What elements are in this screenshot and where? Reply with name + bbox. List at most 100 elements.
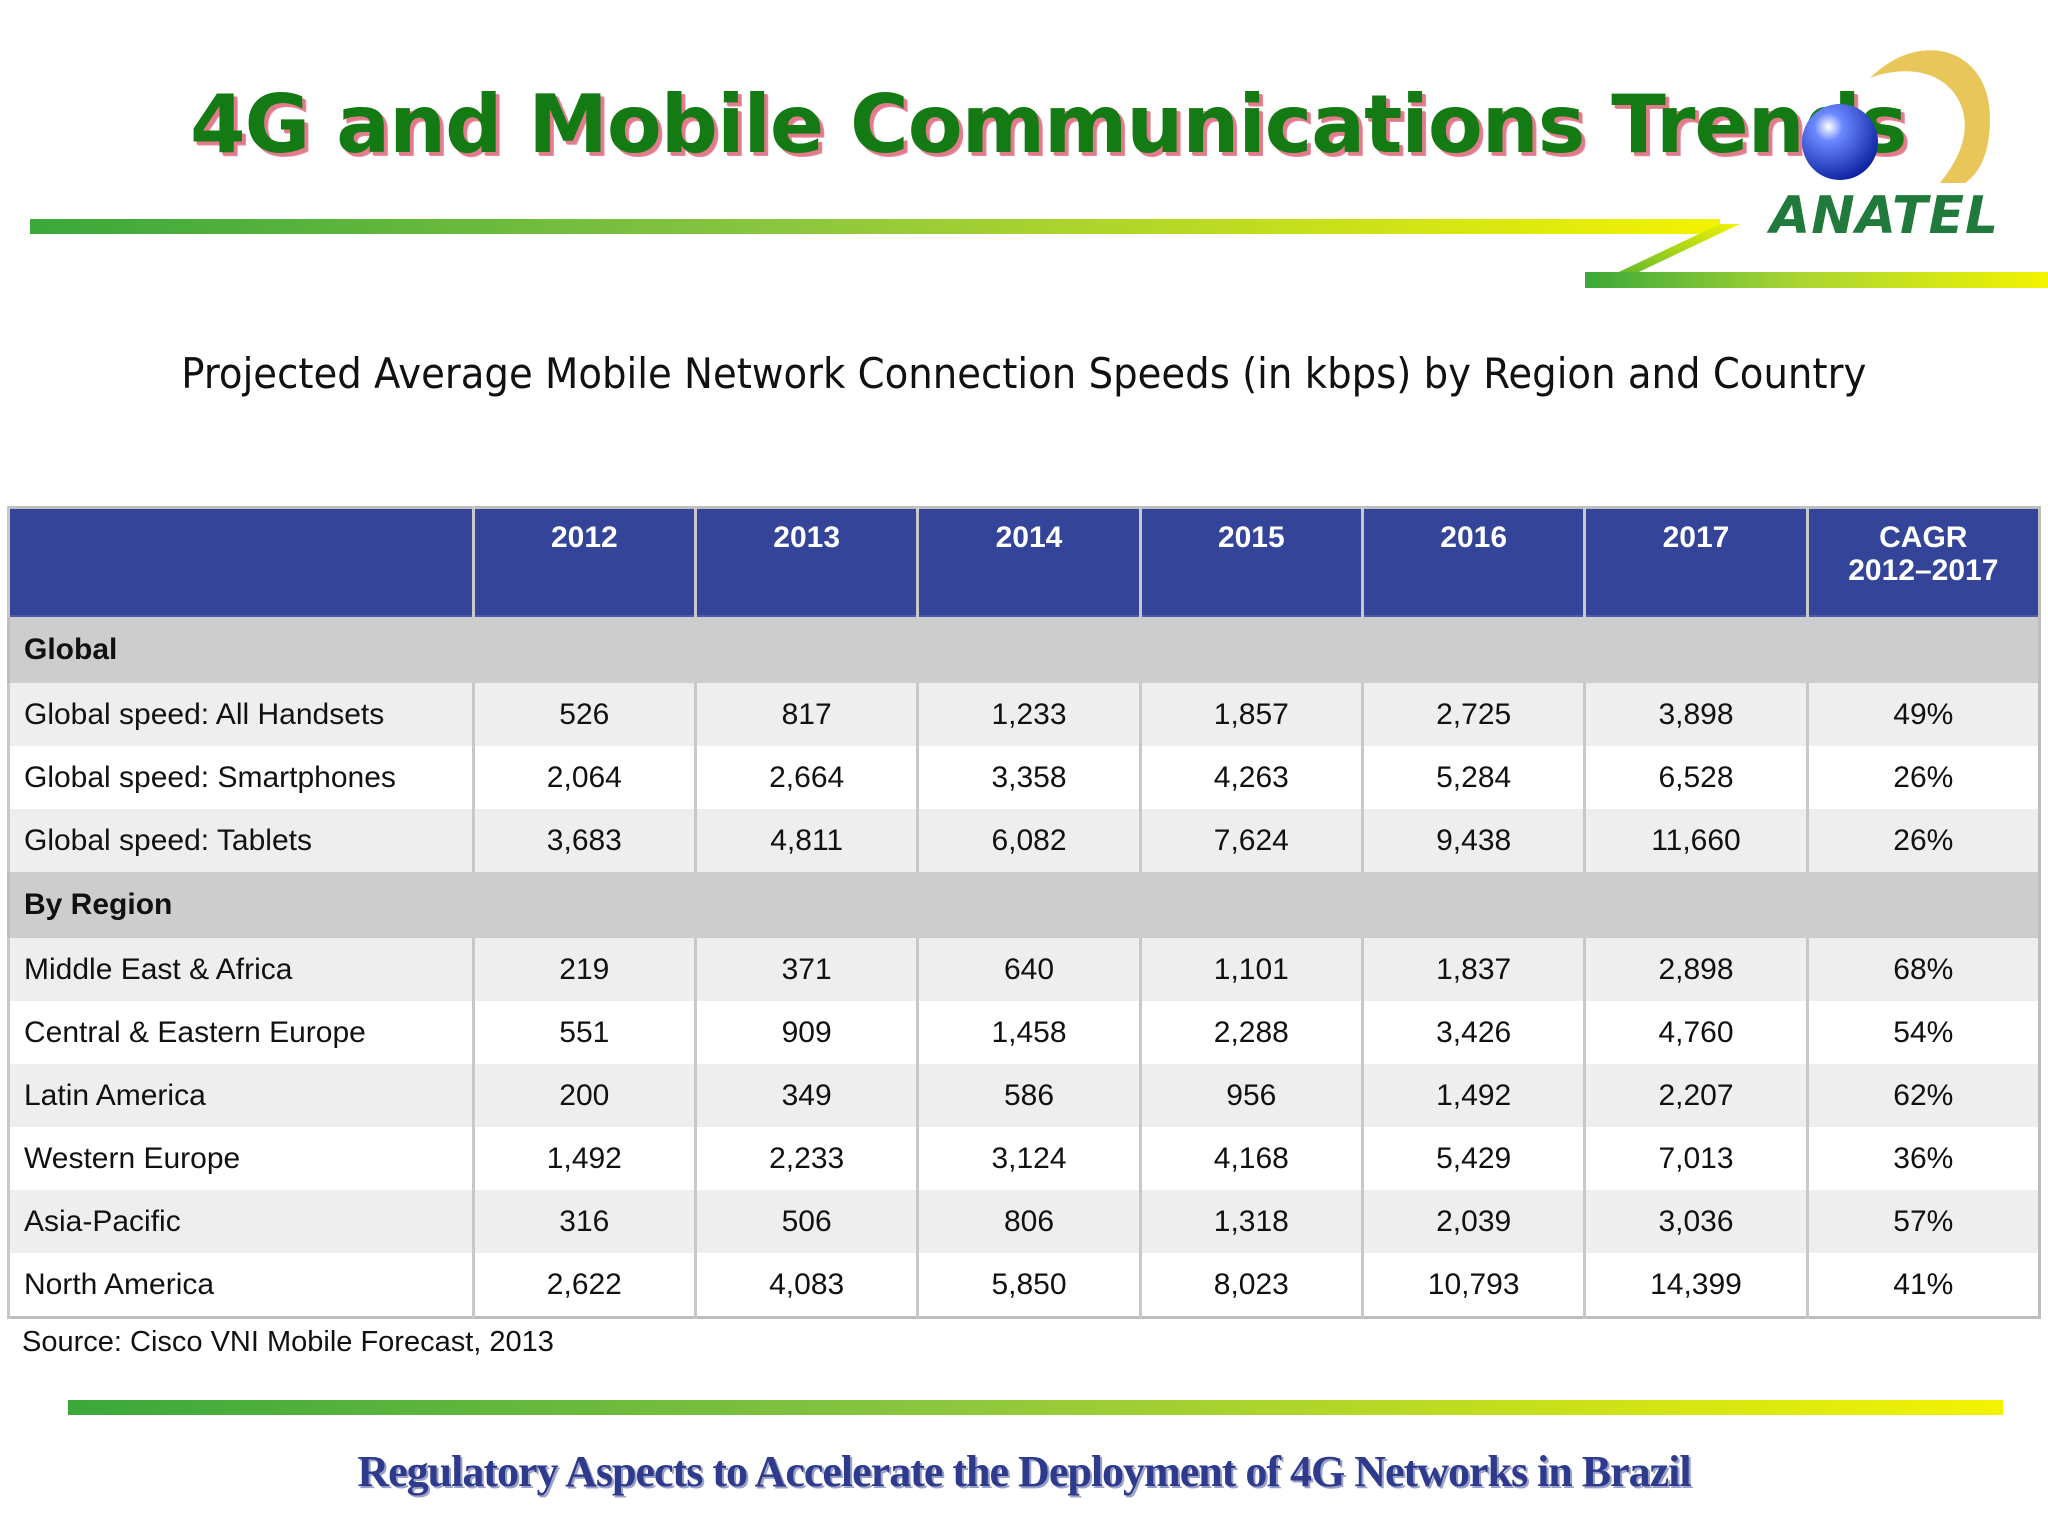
speed-cell: 1,492 — [1360, 1064, 1585, 1127]
header-year-2013: 2013 — [693, 507, 918, 617]
footer-gradient-bar — [68, 1400, 2003, 1415]
speed-cell: 2,622 — [471, 1253, 696, 1318]
row-label: Global speed: Smartphones — [7, 746, 474, 809]
speed-cell: 6,528 — [1583, 746, 1808, 809]
speed-cell: 4,168 — [1138, 1127, 1363, 1190]
speed-cell: 3,124 — [916, 1127, 1141, 1190]
table-row: Asia-Pacific 316 506 806 1,318 2,039 3,036 57% — [7, 1190, 2040, 1253]
speed-cell: 14,399 — [1583, 1253, 1808, 1318]
speed-cell: 1,233 — [916, 683, 1141, 746]
slide-title: 4G and Mobile Communications Trends — [190, 78, 1908, 171]
section-heading: Global — [8, 617, 2040, 683]
table-row: Global speed: Smartphones 2,064 2,664 3,358… — [7, 746, 2040, 809]
header-gradient-bar-right — [1585, 272, 2048, 288]
speed-cell: 4,760 — [1583, 1001, 1808, 1064]
speed-cell: 3,426 — [1360, 1001, 1585, 1064]
speed-cell: 371 — [693, 938, 918, 1001]
logo-wordmark: ANATEL — [1770, 186, 2000, 246]
header-year-2015: 2015 — [1138, 507, 1363, 617]
table-section-row: Global — [8, 617, 2040, 683]
speed-cell: 6,082 — [916, 809, 1141, 872]
speed-cell: 7,624 — [1138, 809, 1363, 872]
speed-cell: 2,288 — [1138, 1001, 1363, 1064]
table-row: Global speed: All Handsets 526 817 1,233 1,8… — [7, 683, 2040, 746]
cagr-cell: 68% — [1805, 938, 2040, 1001]
speed-cell: 1,857 — [1138, 683, 1363, 746]
table-row: Middle East & Africa 219 371 640 1,101 1,837 2… — [7, 938, 2040, 1001]
speed-cell: 2,064 — [471, 746, 696, 809]
header-cagr: CAGR 2012–2017 — [1805, 507, 2040, 617]
speed-cell: 3,036 — [1583, 1190, 1808, 1253]
speed-cell: 1,492 — [471, 1127, 696, 1190]
table-subtitle: Projected Average Mobile Network Connect… — [0, 346, 2048, 402]
row-label: Asia-Pacific — [7, 1190, 474, 1253]
row-label: North America — [7, 1253, 474, 1318]
table-subtitle-text: Projected Average Mobile Network Connect… — [181, 349, 1867, 398]
speed-cell: 640 — [916, 938, 1141, 1001]
speed-cell: 5,284 — [1360, 746, 1585, 809]
speed-cell: 219 — [471, 938, 696, 1001]
speed-cell: 8,023 — [1138, 1253, 1363, 1318]
header-year-2016: 2016 — [1360, 507, 1585, 617]
speed-cell: 1,318 — [1138, 1190, 1363, 1253]
speed-cell: 1,101 — [1138, 938, 1363, 1001]
cagr-cell: 54% — [1805, 1001, 2040, 1064]
speed-cell: 2,898 — [1583, 938, 1808, 1001]
table-row: Global speed: Tablets 3,683 4,811 6,082 7,62… — [7, 809, 2040, 872]
speed-cell: 316 — [471, 1190, 696, 1253]
header-year-2012: 2012 — [471, 507, 696, 617]
anatel-logo-icon — [1802, 50, 1990, 183]
cagr-cell: 26% — [1805, 746, 2040, 809]
footer-title: Regulatory Aspects to Accelerate the Dep… — [357, 1447, 1691, 1496]
speed-cell: 3,683 — [471, 809, 696, 872]
header-cagr-line2: 2012–2017 — [1848, 554, 1999, 587]
speed-cell: 9,438 — [1360, 809, 1585, 872]
table-row: Central & Eastern Europe 551 909 1,458 2,288… — [7, 1001, 2040, 1064]
table-row: North America 2,622 4,083 5,850 8,023 10,793 1… — [7, 1253, 2040, 1318]
cagr-cell: 57% — [1805, 1190, 2040, 1253]
speed-cell: 3,358 — [916, 746, 1141, 809]
speed-cell: 4,811 — [693, 809, 918, 872]
speed-cell: 551 — [471, 1001, 696, 1064]
speed-cell: 11,660 — [1583, 809, 1808, 872]
speed-cell: 5,850 — [916, 1253, 1141, 1318]
speed-cell: 506 — [693, 1190, 918, 1253]
speed-cell: 3,898 — [1583, 683, 1808, 746]
row-label: Western Europe — [7, 1127, 474, 1190]
speed-cell: 200 — [471, 1064, 696, 1127]
speed-cell: 1,458 — [916, 1001, 1141, 1064]
header-gradient-bar — [30, 219, 1720, 234]
cagr-cell: 36% — [1805, 1127, 2040, 1190]
speed-cell: 817 — [693, 683, 918, 746]
speed-cell: 2,725 — [1360, 683, 1585, 746]
speed-cell: 4,083 — [693, 1253, 918, 1318]
speed-cell: 1,837 — [1360, 938, 1585, 1001]
source-note: Source: Cisco VNI Mobile Forecast, 2013 — [22, 1326, 554, 1358]
header-cagr-line1: CAGR — [1879, 521, 1968, 554]
speed-cell: 7,013 — [1583, 1127, 1808, 1190]
speed-table: 2012 2013 2014 2015 2016 2017 CAGR 2012–… — [7, 506, 2041, 1319]
row-label: Central & Eastern Europe — [7, 1001, 474, 1064]
speed-cell: 806 — [916, 1190, 1141, 1253]
speed-cell: 2,207 — [1583, 1064, 1808, 1127]
row-label: Middle East & Africa — [7, 938, 474, 1001]
header-label-column — [7, 507, 474, 617]
table-section-row: By Region — [8, 872, 2040, 938]
speed-cell: 526 — [471, 683, 696, 746]
table-row: Latin America 200 349 586 956 1,492 2,207 62% — [7, 1064, 2040, 1127]
speed-cell: 909 — [693, 1001, 918, 1064]
speed-cell: 2,664 — [693, 746, 918, 809]
row-label: Global speed: Tablets — [7, 809, 474, 872]
cagr-cell: 62% — [1805, 1064, 2040, 1127]
speed-cell: 349 — [693, 1064, 918, 1127]
speed-cell: 586 — [916, 1064, 1141, 1127]
cagr-cell: 49% — [1805, 683, 2040, 746]
speed-cell: 2,039 — [1360, 1190, 1585, 1253]
row-label: Global speed: All Handsets — [7, 683, 474, 746]
speed-cell: 956 — [1138, 1064, 1363, 1127]
speed-cell: 10,793 — [1360, 1253, 1585, 1318]
section-heading: By Region — [8, 872, 2040, 938]
speed-cell: 2,233 — [693, 1127, 918, 1190]
speed-cell: 4,263 — [1138, 746, 1363, 809]
cagr-cell: 26% — [1805, 809, 2040, 872]
